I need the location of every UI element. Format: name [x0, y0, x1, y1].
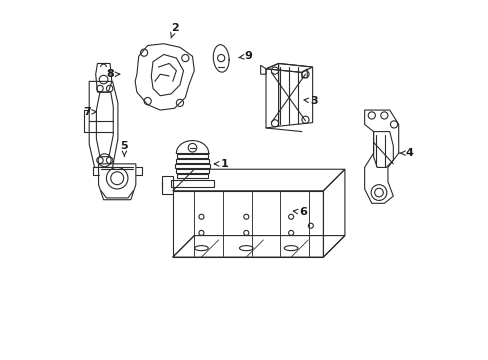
Text: 5: 5	[121, 141, 128, 157]
Text: 6: 6	[293, 207, 307, 217]
Text: 4: 4	[399, 148, 412, 158]
Text: 7: 7	[82, 107, 96, 117]
Text: 3: 3	[304, 96, 318, 106]
Text: 8: 8	[106, 69, 120, 79]
Text: 2: 2	[170, 23, 178, 38]
Text: 9: 9	[238, 51, 251, 61]
Text: 1: 1	[214, 159, 228, 169]
